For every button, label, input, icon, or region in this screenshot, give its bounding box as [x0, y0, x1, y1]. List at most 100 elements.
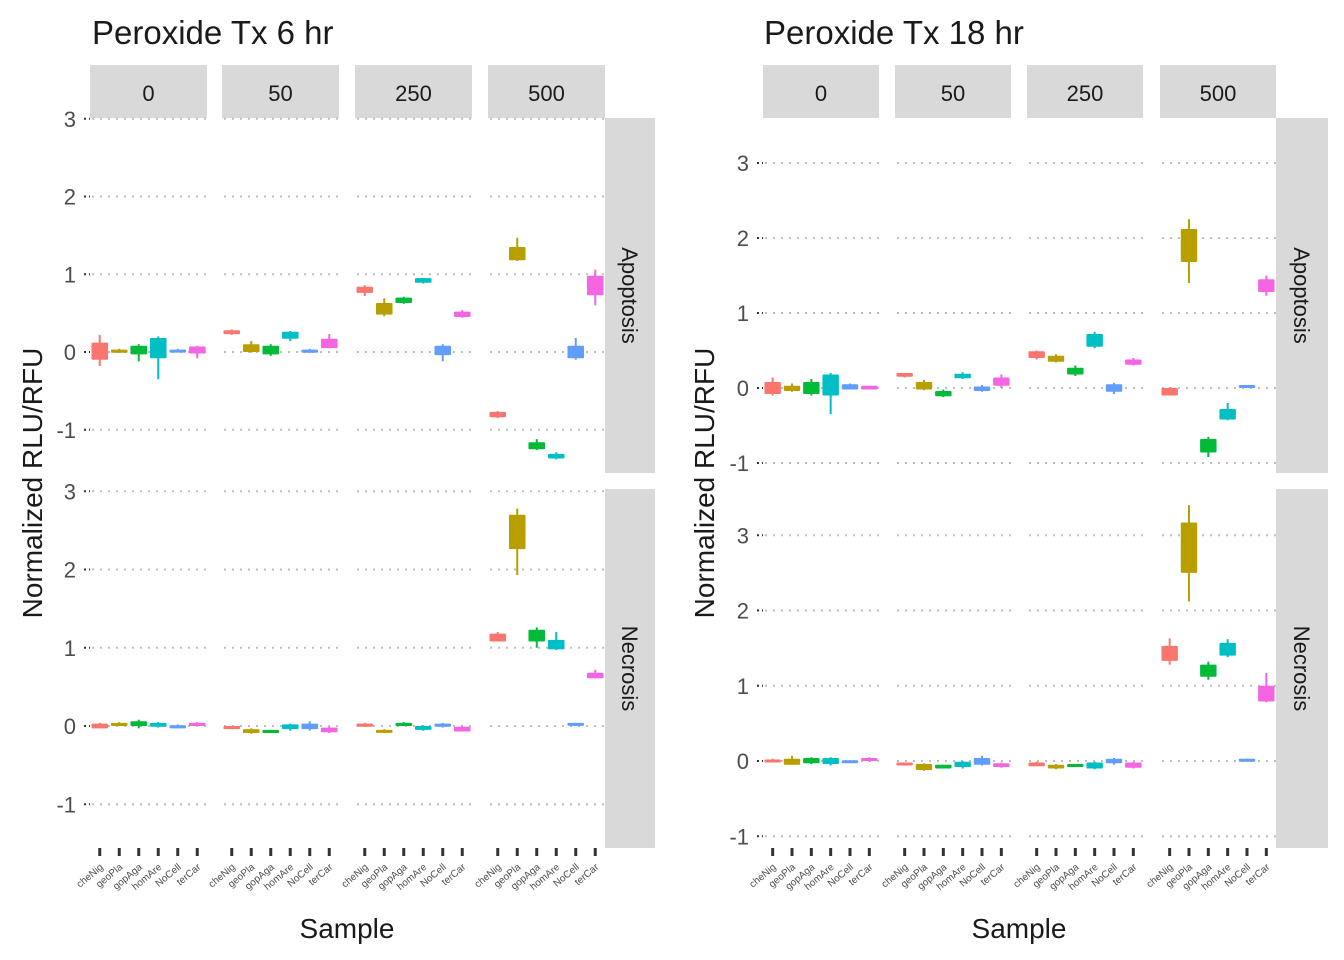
box-geoPla — [375, 729, 393, 733]
box-terCar — [586, 275, 604, 296]
box-terCar — [188, 722, 206, 726]
box-homAre — [547, 453, 565, 459]
facet-strip-label: Necrosis — [617, 626, 642, 712]
box-NoCell — [434, 723, 452, 727]
box-terCar — [586, 672, 604, 679]
facet-strip-label: Necrosis — [1289, 626, 1314, 712]
box-NoCell — [841, 760, 859, 764]
box-geoPla — [508, 514, 526, 550]
box-cheNig — [91, 342, 109, 360]
facet-strip-label: Apoptosis — [617, 247, 642, 344]
y-tick-label: 2 — [737, 226, 749, 251]
facet-strip-label: 50 — [268, 81, 292, 106]
box-terCar — [320, 727, 338, 733]
facet-strip-col — [222, 65, 339, 118]
box-NoCell — [973, 757, 991, 765]
box-terCar — [188, 346, 206, 354]
box-cheNig — [764, 382, 781, 394]
box-geoPla — [783, 758, 801, 765]
y-tick-label: 1 — [64, 262, 76, 287]
facet-strip-label: 250 — [1067, 81, 1104, 106]
box-gopAga — [528, 442, 546, 450]
box-NoCell — [567, 345, 585, 359]
box-gopAga — [395, 722, 413, 726]
facet-strip-col — [488, 65, 605, 118]
chart-title: Peroxide Tx 6 hr — [92, 14, 334, 51]
x-axis-label: Sample — [972, 913, 1067, 944]
box-geoPla — [375, 303, 393, 315]
box-geoPla — [110, 722, 128, 726]
box-NoCell — [434, 345, 452, 356]
box-NoCell — [301, 349, 319, 353]
box-homAre — [1219, 409, 1236, 420]
facet-strip-label: 500 — [1200, 81, 1237, 106]
y-tick-label: -1 — [729, 824, 749, 849]
y-axis-label: Normalized RLU/RFU — [689, 348, 720, 619]
y-tick-label: 1 — [64, 636, 76, 661]
box-gopAga — [528, 629, 546, 642]
box-NoCell — [169, 725, 187, 729]
y-tick-label: 2 — [737, 599, 749, 624]
box-cheNig — [223, 726, 241, 730]
box-terCar — [1125, 762, 1142, 768]
facet-strip-col — [763, 65, 879, 118]
box-homAre — [1086, 762, 1103, 769]
y-tick-label: 2 — [64, 558, 76, 583]
box-geoPla — [1180, 229, 1198, 262]
y-tick-label: -1 — [56, 418, 76, 443]
box-homAre — [1219, 642, 1236, 656]
box-terCar — [993, 377, 1010, 386]
box-cheNig — [1028, 351, 1045, 358]
facet-strip-row — [1276, 118, 1328, 473]
box-cheNig — [489, 633, 507, 642]
box-cheNig — [764, 759, 781, 763]
box-geoPla — [110, 349, 128, 353]
box-geoPla — [1047, 355, 1065, 362]
box-terCar — [861, 757, 878, 761]
facet-strip-label: 0 — [815, 81, 827, 106]
box-gopAga — [935, 764, 952, 769]
facet-strip-label: Apoptosis — [1289, 247, 1314, 344]
box-cheNig — [223, 330, 241, 335]
box-cheNig — [1161, 645, 1178, 661]
box-NoCell — [973, 386, 991, 391]
box-NoCell — [301, 723, 319, 730]
box-NoCell — [1105, 758, 1123, 764]
y-tick-label: 1 — [737, 674, 749, 699]
box-geoPla — [915, 764, 933, 771]
box-homAre — [281, 724, 299, 730]
box-gopAga — [130, 345, 148, 355]
box-cheNig — [896, 762, 913, 766]
box-terCar — [993, 763, 1010, 768]
y-tick-label: 2 — [64, 185, 76, 210]
box-gopAga — [262, 345, 280, 355]
box-NoCell — [567, 722, 585, 726]
box-terCar — [1258, 279, 1275, 292]
box-geoPla — [508, 247, 526, 261]
box-gopAga — [1067, 367, 1084, 375]
facet-strip-col — [895, 65, 1011, 118]
box-homAre — [954, 373, 971, 379]
box-cheNig — [356, 723, 374, 727]
box-homAre — [822, 757, 839, 765]
y-tick-label: -1 — [56, 792, 76, 817]
box-gopAga — [395, 297, 413, 304]
box-gopAga — [262, 729, 280, 734]
box-cheNig — [1028, 762, 1045, 767]
box-terCar — [861, 385, 878, 390]
facet-strip-label: 250 — [395, 81, 432, 106]
box-cheNig — [489, 411, 507, 418]
box-cheNig — [1161, 388, 1178, 396]
box-terCar — [453, 311, 471, 318]
y-tick-label: 3 — [737, 523, 749, 548]
chart-title: Peroxide Tx 18 hr — [764, 14, 1024, 51]
facet-strip-col — [90, 65, 207, 118]
y-tick-label: -1 — [729, 451, 749, 476]
y-tick-label: 3 — [64, 479, 76, 504]
box-geoPla — [915, 382, 933, 390]
box-geoPla — [242, 344, 260, 352]
box-NoCell — [841, 384, 859, 390]
facet-strip-row — [1276, 489, 1328, 848]
box-gopAga — [935, 391, 952, 397]
box-gopAga — [1200, 439, 1217, 453]
